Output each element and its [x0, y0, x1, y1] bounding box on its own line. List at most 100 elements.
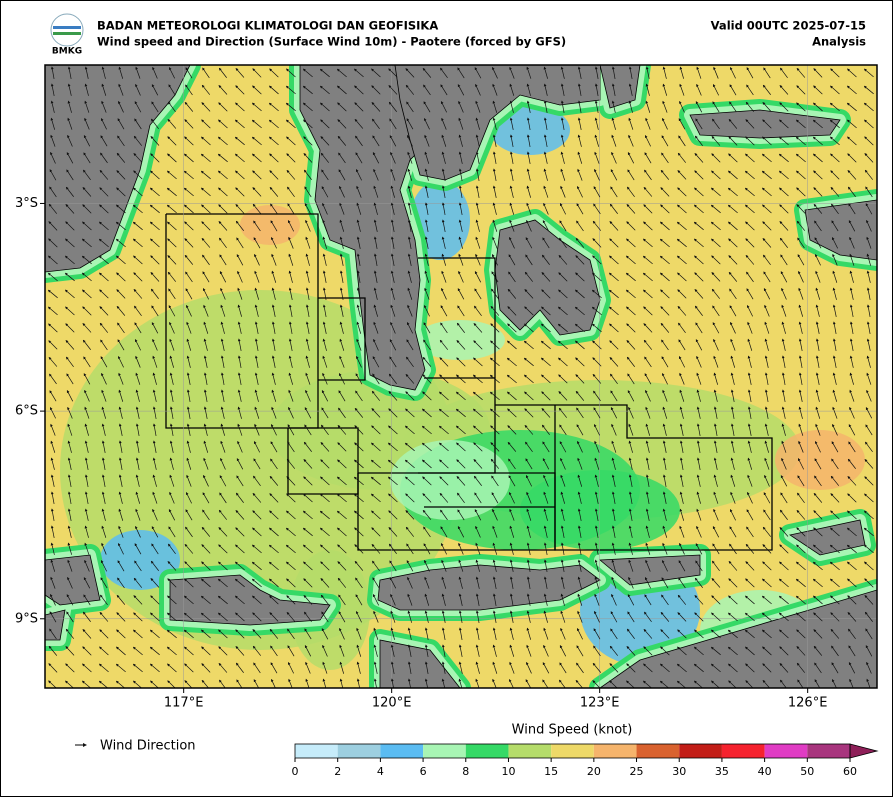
wind-arrow	[441, 253, 447, 266]
wind-arrow	[813, 68, 823, 78]
wind-arrow	[694, 272, 704, 282]
wind-arrow	[236, 237, 244, 249]
wind-arrow	[251, 136, 262, 146]
wind-arrow	[67, 100, 72, 113]
wind-arrow	[543, 100, 548, 113]
wind-arrow	[48, 238, 58, 248]
wind-arrow	[694, 255, 704, 265]
wind-arrow	[50, 100, 55, 113]
wind-arrow	[183, 170, 194, 180]
wind-arrow	[337, 102, 347, 112]
wind-arrow	[441, 168, 446, 181]
wind-arrow	[865, 186, 873, 198]
region-boundary	[495, 404, 773, 551]
wind-arrow	[150, 153, 160, 163]
wind-arrow	[339, 253, 344, 266]
wind-arrow	[371, 85, 381, 95]
wind-arrow	[441, 287, 447, 300]
wind-arrow	[336, 85, 347, 95]
wind-arrow	[286, 153, 296, 163]
wind-arrow	[829, 102, 840, 112]
colorbar-segment	[423, 744, 466, 758]
wind-arrow	[543, 168, 548, 181]
wind-arrow	[710, 221, 721, 231]
wind-arrow	[626, 203, 636, 214]
wind-arrow	[779, 102, 789, 112]
wind-arrow	[286, 136, 296, 146]
map	[45, 65, 877, 688]
wind-arrow	[644, 169, 652, 181]
wind-arrow	[679, 83, 685, 96]
wind-arrow	[611, 100, 616, 113]
x-tick-label: 120°E	[372, 696, 412, 711]
wind-arrow	[201, 221, 211, 231]
wind-arrow	[117, 118, 125, 130]
wind-arrow	[287, 186, 295, 198]
logo-text: BMKG	[52, 47, 82, 57]
wind-arrow	[167, 153, 177, 163]
wind-arrow	[815, 253, 821, 266]
wind-arrow	[82, 169, 91, 181]
wind-arrow	[611, 151, 617, 164]
wind-arrow	[320, 119, 330, 129]
wind-arrow	[576, 220, 584, 232]
wind-arrow	[354, 102, 364, 112]
wind-arrow	[135, 83, 141, 96]
region-boundary	[318, 297, 366, 381]
wind-arrow	[727, 170, 738, 180]
wind-arrow	[82, 221, 92, 231]
wind-arrow	[235, 204, 245, 214]
wind-arrow	[594, 151, 600, 164]
wind-arrow	[320, 136, 330, 146]
wind-arrow	[287, 203, 295, 215]
wind-arrow	[509, 202, 515, 215]
wind-arrow	[610, 186, 618, 198]
wind-arrow	[628, 83, 633, 96]
wind-arrow	[508, 254, 516, 266]
wind-arrow	[268, 119, 279, 129]
wind-arrow	[526, 83, 531, 96]
wind-arrow	[509, 168, 514, 181]
wind-zone	[415, 320, 505, 360]
wind-arrow	[49, 186, 57, 198]
wind-arrow	[133, 255, 143, 265]
wind-arrow	[677, 289, 687, 299]
wind-arrow	[373, 253, 378, 266]
wind-arrow	[407, 168, 413, 181]
wind-arrow	[48, 221, 58, 231]
wind-arrow	[846, 102, 857, 112]
wind-arrow	[662, 66, 667, 79]
wind-arrow	[98, 255, 109, 265]
wind-arrow	[388, 101, 397, 112]
wind-arrow	[812, 153, 823, 163]
wind-arrow	[150, 255, 160, 265]
wind-arrow	[831, 237, 839, 249]
wind-arrow	[200, 187, 211, 197]
wind-arrow	[303, 152, 313, 163]
wind-arrow	[813, 187, 823, 197]
wind-arrow	[560, 100, 565, 113]
wind-arrow	[390, 168, 396, 181]
wind-arrow	[321, 186, 329, 198]
wind-arrow	[100, 152, 108, 164]
wind-arrow	[492, 66, 498, 79]
wind-arrow	[168, 84, 176, 96]
wind-arrow	[254, 287, 260, 300]
wind-arrow	[405, 68, 415, 78]
wind-arrow	[389, 118, 397, 130]
wind-arrow	[526, 219, 532, 232]
wind-arrow	[66, 169, 74, 181]
wind-arrow	[424, 253, 429, 266]
wind-arrow	[559, 220, 567, 232]
wind-arrow	[543, 117, 548, 130]
wind-arrow	[677, 170, 687, 180]
wind-arrow	[339, 185, 345, 198]
wind-arrow	[305, 219, 311, 232]
wind-arrow	[507, 288, 517, 299]
wind-arrow	[847, 136, 857, 146]
wind-arrow	[64, 255, 75, 265]
wind-arrow	[712, 101, 720, 113]
wind-arrow	[492, 253, 498, 266]
wind-arrow	[202, 67, 210, 79]
wind-arrow	[167, 136, 177, 146]
